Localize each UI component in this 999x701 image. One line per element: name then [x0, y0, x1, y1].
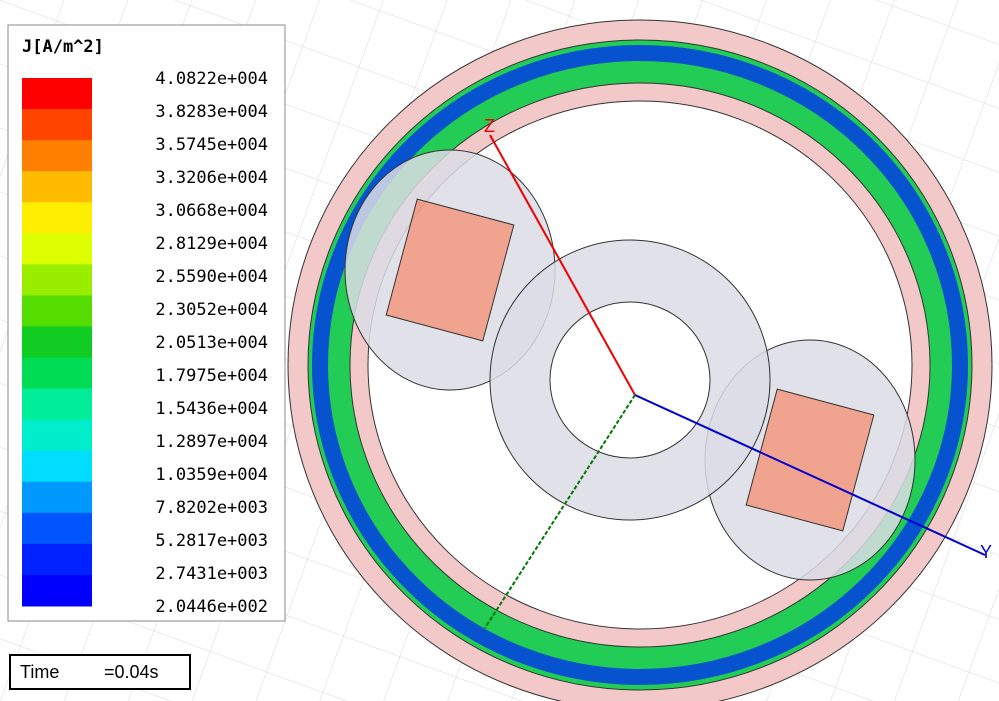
legend-swatch [22, 575, 92, 607]
legend-swatch [22, 420, 92, 452]
legend-label: 2.7431e+003 [155, 564, 268, 584]
legend-swatch [22, 358, 92, 390]
legend-label: 1.5436e+004 [155, 399, 268, 419]
legend-label: 5.2817e+003 [155, 531, 268, 551]
legend-swatch [22, 171, 92, 203]
page: Z Y J[A/m^2] Time =0.04s 4.0822e+004 3.82… [0, 0, 999, 701]
legend-label: 1.7975e+004 [155, 366, 268, 386]
legend-swatch [22, 513, 92, 545]
legend-swatch [22, 140, 92, 172]
legend-swatch [22, 202, 92, 234]
legend-swatch [22, 326, 92, 358]
model [288, 20, 992, 701]
legend-label: 2.0446e+002 [155, 597, 268, 617]
legend-title: J[A/m^2] [22, 37, 104, 57]
legend-label: 3.3206e+004 [155, 168, 268, 188]
legend-swatch [22, 264, 92, 296]
y-axis-label: Y [980, 542, 992, 562]
legend-swatch [22, 78, 92, 110]
legend-label: 3.8283e+004 [155, 102, 268, 122]
legend-swatch [22, 233, 92, 265]
legend-label: 7.8202e+003 [155, 498, 268, 518]
legend-swatch [22, 482, 92, 514]
legend-label: 3.5745e+004 [155, 135, 268, 155]
field-plot: Z Y J[A/m^2] Time =0.04s 4.0822e+004 3.82… [0, 0, 999, 701]
legend-label: 1.0359e+004 [155, 465, 268, 485]
legend-label: 2.0513e+004 [155, 333, 268, 353]
legend-swatch [22, 451, 92, 483]
legend-swatch [22, 389, 92, 421]
time-value: =0.04s [104, 662, 159, 682]
legend-label: 2.3052e+004 [155, 300, 268, 320]
legend-label: 3.0668e+004 [155, 201, 268, 221]
legend-label: 2.5590e+004 [155, 267, 268, 287]
legend-label: 2.8129e+004 [155, 234, 268, 254]
legend-swatch [22, 544, 92, 576]
legend-swatch [22, 109, 92, 141]
legend-label: 1.2897e+004 [155, 432, 268, 452]
z-axis-label: Z [484, 116, 495, 136]
legend-swatch [22, 295, 92, 327]
time-label: Time [20, 662, 59, 682]
legend-label: 4.0822e+004 [155, 69, 268, 89]
